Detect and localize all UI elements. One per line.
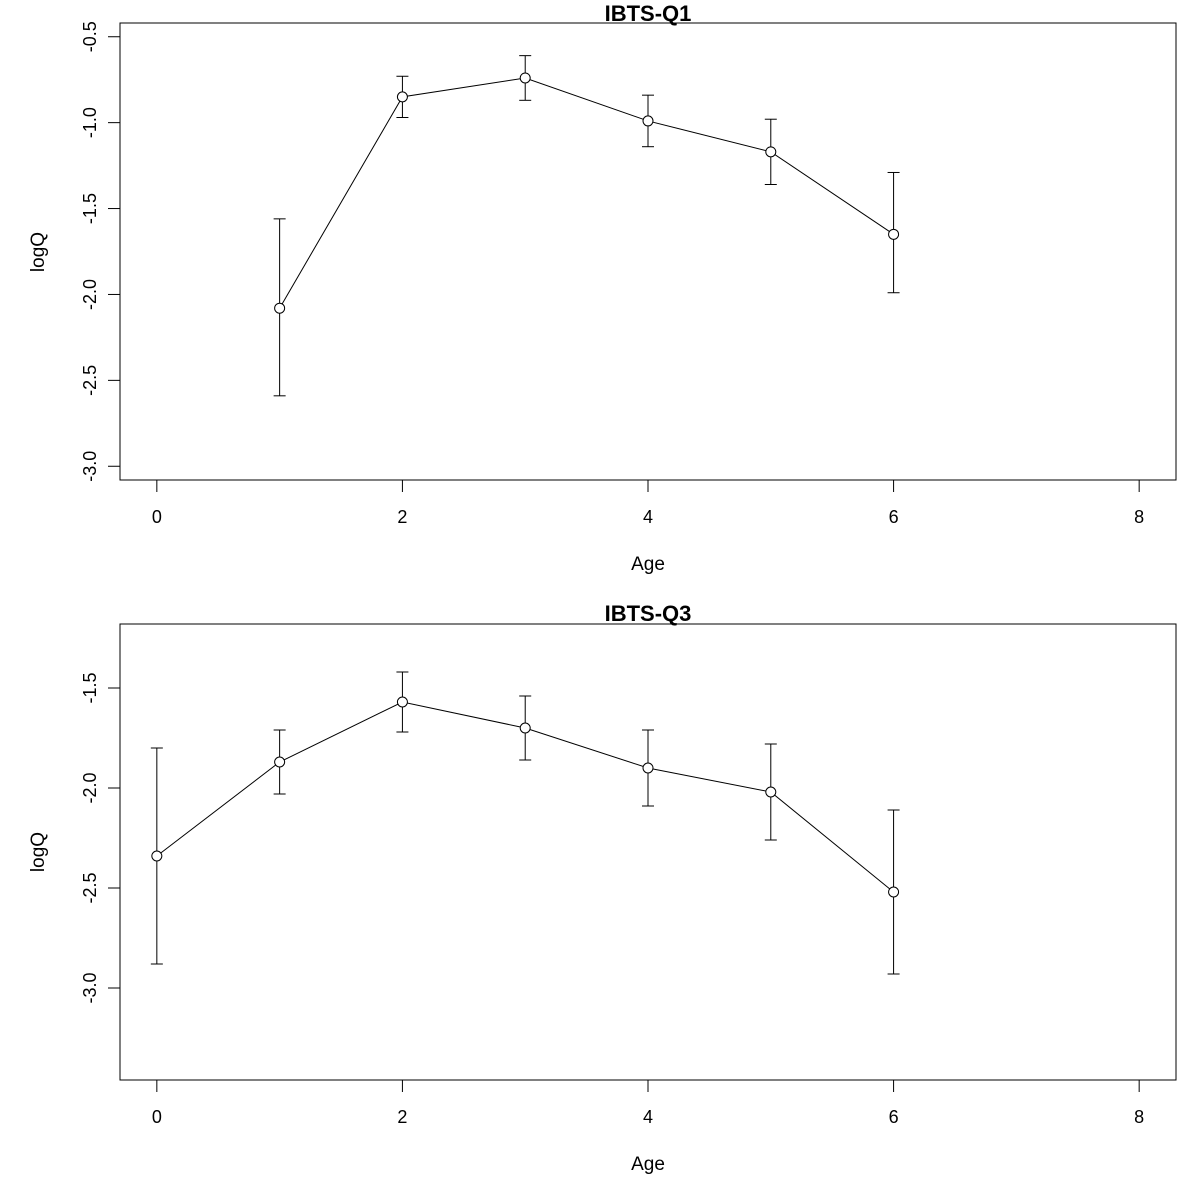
y-tick-label: -2.0 bbox=[80, 279, 100, 310]
x-axis: 0 2 4 6 8 bbox=[152, 1079, 1144, 1127]
data-point bbox=[519, 722, 531, 734]
x-axis-label: Age bbox=[631, 1154, 665, 1175]
x-tick-label: 4 bbox=[643, 507, 653, 527]
data-point bbox=[274, 302, 286, 314]
data-point bbox=[396, 91, 408, 103]
series-marks bbox=[273, 55, 900, 397]
x-tick-label: 8 bbox=[1134, 507, 1144, 527]
y-tick-label: -0.5 bbox=[80, 21, 100, 52]
chart-panel-ibts-q3: IBTS-Q3 0 2 4 6 8 -3.0 -2.5 -2.0 -1.5 Age logQ bbox=[28, 601, 1177, 1175]
y-tick-label: -2.5 bbox=[80, 872, 100, 903]
data-point bbox=[765, 146, 777, 158]
x-tick-label: 0 bbox=[152, 1107, 162, 1127]
data-point bbox=[151, 850, 163, 862]
data-point bbox=[396, 696, 408, 708]
data-point bbox=[642, 762, 654, 774]
y-axis-label: logQ bbox=[28, 232, 49, 272]
chart-title: IBTS-Q1 bbox=[605, 1, 692, 26]
y-tick-label: -1.0 bbox=[80, 107, 100, 138]
y-axis-label: logQ bbox=[28, 832, 49, 872]
data-point bbox=[888, 228, 900, 240]
y-tick-label: -3.0 bbox=[80, 972, 100, 1003]
chart-title: IBTS-Q3 bbox=[605, 601, 692, 626]
x-tick-label: 6 bbox=[889, 1107, 899, 1127]
y-tick-label: -1.5 bbox=[80, 672, 100, 703]
data-point bbox=[888, 886, 900, 898]
y-tick-label: -2.0 bbox=[80, 772, 100, 803]
x-tick-label: 2 bbox=[397, 507, 407, 527]
x-tick-label: 8 bbox=[1134, 1107, 1144, 1127]
y-axis: -3.0 -2.5 -2.0 -1.5 -1.0 -0.5 bbox=[80, 21, 121, 482]
x-axis: 0 2 4 6 8 bbox=[152, 479, 1144, 527]
x-axis-label: Age bbox=[631, 554, 665, 575]
series-marks bbox=[150, 671, 900, 975]
y-tick-label: -3.0 bbox=[80, 451, 100, 482]
x-tick-label: 2 bbox=[397, 1107, 407, 1127]
data-point bbox=[765, 786, 777, 798]
x-tick-label: 6 bbox=[889, 507, 899, 527]
x-tick-label: 0 bbox=[152, 507, 162, 527]
plot-frame bbox=[119, 623, 1177, 1081]
plot-frame bbox=[119, 22, 1177, 481]
data-point bbox=[642, 115, 654, 127]
y-tick-label: -1.5 bbox=[80, 193, 100, 224]
x-tick-label: 4 bbox=[643, 1107, 653, 1127]
series-line bbox=[279, 77, 894, 309]
y-axis: -3.0 -2.5 -2.0 -1.5 bbox=[80, 672, 121, 1004]
y-tick-label: -2.5 bbox=[80, 365, 100, 396]
data-point bbox=[519, 72, 531, 84]
data-point bbox=[274, 756, 286, 768]
chart-panel-ibts-q1: IBTS-Q1 0 2 4 6 8 -3.0 -2.5 -2.0 -1.5 -1.0 -0.5 A… bbox=[28, 1, 1177, 575]
